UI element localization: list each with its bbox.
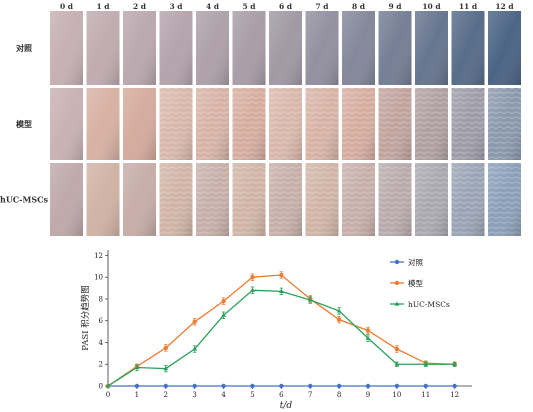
data-point xyxy=(365,328,371,333)
y-tick-label: 4 xyxy=(99,339,104,347)
day-label: 5 d xyxy=(242,2,256,11)
data-point xyxy=(452,361,458,366)
y-tick-label: 10 xyxy=(94,274,103,282)
y-axis-label: PASI 积分趋势图 xyxy=(80,285,91,350)
y-tick-label: 6 xyxy=(99,317,104,325)
data-point xyxy=(394,361,400,366)
legend-label: 对照 xyxy=(408,257,423,267)
data-point xyxy=(163,383,168,389)
data-point xyxy=(365,383,371,389)
chart-series xyxy=(105,271,458,389)
chart-axes xyxy=(107,250,472,387)
x-tick-label: 1 xyxy=(135,391,139,399)
data-point xyxy=(163,365,169,371)
data-point xyxy=(250,383,255,389)
data-point xyxy=(134,364,140,370)
x-tick-label: 11 xyxy=(421,391,430,399)
data-point xyxy=(105,383,111,388)
legend-marker xyxy=(394,259,400,265)
data-point xyxy=(423,361,429,366)
day-label: 10 d xyxy=(422,2,441,11)
data-point xyxy=(279,272,284,278)
row-label: 模型 xyxy=(16,119,32,129)
photo-panel: 0 d 1 d 2 d 3 d 4 d 5 d 6 d 7 d 8 d 9 d 10 d 11 d 12… xyxy=(0,2,521,236)
data-point xyxy=(250,287,255,292)
data-point xyxy=(423,383,428,389)
data-point xyxy=(278,288,284,293)
x-tick-label: 10 xyxy=(392,391,401,399)
x-tick-label: 2 xyxy=(164,391,168,399)
x-tick-label: 0 xyxy=(106,391,110,399)
x-tick-label: 3 xyxy=(192,391,196,399)
data-point xyxy=(134,383,140,389)
data-point xyxy=(452,383,457,389)
y-tick-label: 0 xyxy=(99,383,103,391)
day-label: 2 d xyxy=(133,2,147,11)
day-label: 12 d xyxy=(495,2,514,11)
x-tick-label: 6 xyxy=(279,391,284,399)
data-point xyxy=(394,383,400,389)
day-label: 6 d xyxy=(279,2,293,11)
data-point xyxy=(336,317,342,322)
y-tick-label: 12 xyxy=(94,252,103,260)
x-axis-label: t/d xyxy=(280,401,293,411)
row-label: hUC-MSCs xyxy=(0,195,48,205)
legend-label: hUC-MSCs xyxy=(408,300,450,309)
data-point xyxy=(221,312,226,317)
data-point xyxy=(192,346,198,351)
x-tick-label: 8 xyxy=(337,391,341,399)
day-label: 4 d xyxy=(206,2,220,11)
data-point xyxy=(192,383,197,389)
day-label: 8 d xyxy=(352,2,366,11)
row-label: 对照 xyxy=(16,43,32,53)
data-point xyxy=(394,346,400,352)
y-tick-label: 2 xyxy=(99,361,103,369)
x-tick-label: 4 xyxy=(221,391,226,399)
series-2 xyxy=(105,286,458,388)
data-point xyxy=(307,297,313,302)
data-point xyxy=(221,383,226,389)
x-tick-label: 12 xyxy=(450,391,459,399)
day-label: 7 d xyxy=(315,2,329,11)
legend-label: 模型 xyxy=(408,278,423,288)
legend-marker xyxy=(394,301,400,306)
day-label: 3 d xyxy=(169,2,183,11)
day-label: 1 d xyxy=(96,2,110,11)
data-point xyxy=(336,308,342,313)
day-label: 11 d xyxy=(459,2,478,11)
day-label: 9 d xyxy=(388,2,402,11)
data-point xyxy=(308,383,313,389)
data-point xyxy=(250,275,255,280)
data-point xyxy=(163,345,168,351)
data-point xyxy=(365,335,371,340)
data-point xyxy=(221,298,226,304)
legend-marker xyxy=(394,280,400,286)
x-tick-label: 9 xyxy=(366,391,370,399)
series-0 xyxy=(105,383,457,389)
day-label: 0 d xyxy=(60,2,74,11)
data-point xyxy=(336,383,342,389)
data-point xyxy=(279,383,284,389)
x-tick-label: 5 xyxy=(250,391,254,399)
data-point xyxy=(192,319,197,325)
y-tick-label: 8 xyxy=(99,295,103,303)
x-tick-label: 7 xyxy=(308,391,312,399)
